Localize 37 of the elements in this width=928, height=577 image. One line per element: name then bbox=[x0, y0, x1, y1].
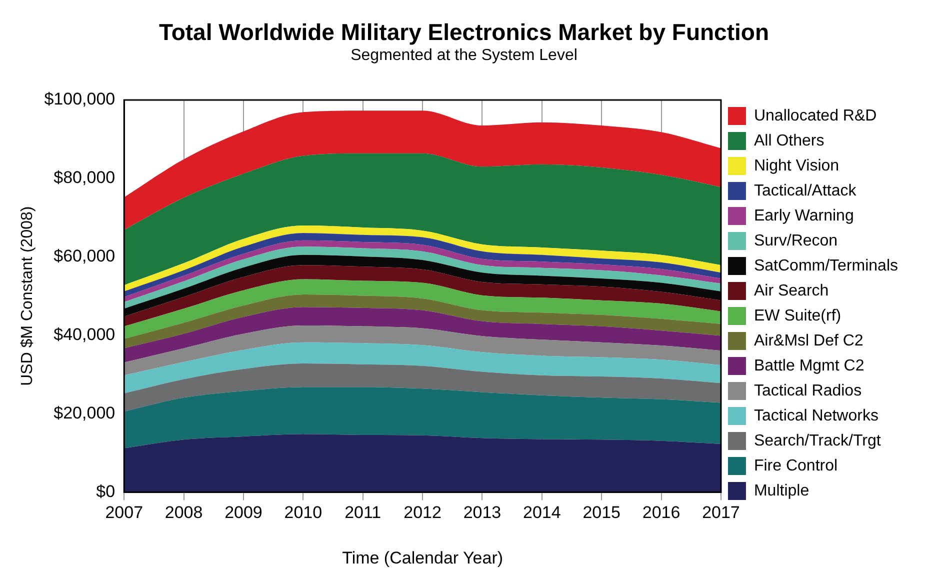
legend-label: Night Vision bbox=[754, 157, 840, 174]
x-tick-label: 2016 bbox=[642, 503, 680, 522]
y-axis-title: USD $M Constant (2008) bbox=[19, 206, 36, 386]
y-tick-label: $20,000 bbox=[54, 403, 116, 422]
x-tick-label: 2013 bbox=[463, 503, 502, 522]
y-tick-label: $100,000 bbox=[44, 90, 116, 109]
y-tick-label: $0 bbox=[96, 482, 116, 501]
y-tick-label: $60,000 bbox=[54, 246, 116, 266]
chart-title: Total Worldwide Military Electronics Market by Function bbox=[158, 18, 770, 46]
legend-label: Tactical/Attack bbox=[754, 182, 858, 200]
legend-label: Unallocated R&D bbox=[754, 107, 877, 124]
legend-label: Air Search bbox=[754, 282, 829, 300]
legend-label: Tactical Networks bbox=[754, 407, 878, 424]
x-tick-label: 2010 bbox=[284, 503, 322, 522]
x-tick-label: 2011 bbox=[344, 503, 382, 522]
legend-label: Search/Track/Trgt bbox=[754, 432, 882, 450]
legend-label: Multiple bbox=[754, 482, 810, 500]
x-tick-label: 2009 bbox=[224, 503, 262, 522]
legend-label: SatComm/Terminals bbox=[754, 257, 898, 274]
legend-label: Air&Msl Def C2 bbox=[754, 332, 864, 350]
legend-label: Tactical Radios bbox=[754, 382, 862, 400]
y-tick-label: $40,000 bbox=[54, 325, 116, 344]
legend-label: Early Warning bbox=[754, 207, 854, 224]
x-tick-label: 2008 bbox=[164, 503, 203, 522]
y-tick-label: $80,000 bbox=[54, 168, 116, 188]
legend-label: Battle Mgmt C2 bbox=[754, 357, 864, 374]
x-tick-label: 2015 bbox=[582, 503, 621, 522]
x-tick-label: 2012 bbox=[404, 503, 442, 522]
legend-label: All Others bbox=[754, 132, 824, 150]
x-tick-label: 2014 bbox=[522, 503, 561, 522]
legend-label: EW Suite(rf) bbox=[754, 307, 842, 324]
chart-subtitle: Segmented at the System Level bbox=[350, 46, 578, 66]
legend-label: Fire Control bbox=[754, 457, 838, 474]
legend-label: Surv/Recon bbox=[754, 232, 838, 250]
x-tick-label: 2007 bbox=[105, 503, 144, 522]
x-axis-title: Time (Calendar Year) bbox=[342, 548, 504, 568]
x-tick-label: 2017 bbox=[702, 503, 740, 522]
